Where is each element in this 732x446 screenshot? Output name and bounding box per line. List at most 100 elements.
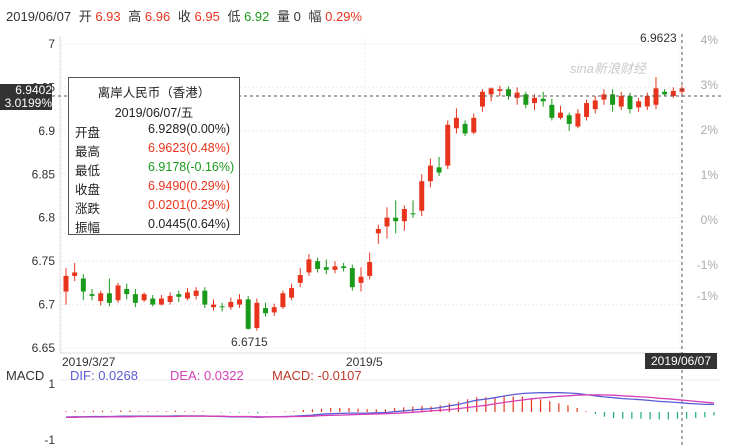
candle-body	[210, 304, 216, 308]
candle-body	[280, 293, 286, 308]
candle-body	[471, 117, 477, 133]
header-amp: 0.29%	[325, 9, 363, 24]
y-tick-label: 6.65	[32, 341, 56, 355]
candle-body	[670, 90, 676, 97]
tooltip-value: 0.0445(0.64%)	[148, 217, 231, 231]
candle-body	[132, 294, 138, 303]
x-label-start: 2019/3/27	[62, 355, 116, 369]
tooltip-key: 最低	[75, 164, 101, 178]
candle-body	[627, 96, 633, 110]
pct-tick-label: 3%	[701, 78, 719, 92]
tooltip-title: 离岸人民币（香港）	[97, 86, 211, 100]
macd-name: MACD	[6, 368, 45, 383]
candle-body	[167, 295, 173, 302]
macd-dea: DEA: 0.0322	[170, 368, 244, 383]
candle-body	[193, 290, 199, 296]
candle-body	[558, 112, 564, 118]
candle-body	[315, 261, 321, 269]
candle-body	[592, 100, 598, 110]
candle-body	[636, 101, 642, 108]
candle-body	[228, 301, 234, 308]
candle-body	[332, 266, 338, 270]
tooltip-value: 6.9623(0.48%)	[148, 141, 231, 155]
candle-body	[80, 278, 86, 292]
candle-body	[575, 113, 581, 127]
candle-body	[89, 294, 95, 296]
candle-body	[393, 217, 399, 222]
candle-body	[349, 268, 355, 288]
y-tick-label: 6.8	[38, 211, 55, 225]
x-label-may: 2019/5	[346, 355, 383, 369]
macd-dif: DIF: 0.0268	[70, 368, 138, 383]
cursor-price: 6.9402	[15, 83, 52, 97]
candle-body	[124, 288, 130, 295]
header-open: 6.93	[95, 9, 121, 24]
header-amp-label: 幅	[308, 9, 322, 24]
candle-body	[297, 275, 303, 283]
candle-body	[514, 92, 520, 98]
cursor-date-box: 2019/06/07	[645, 353, 717, 369]
candle-body	[72, 272, 78, 276]
candle-body	[254, 302, 260, 329]
pct-tick-label: 1%	[701, 168, 719, 182]
candle-body	[289, 288, 295, 298]
min-annotation: 6.6715	[231, 335, 268, 349]
macd-hist: MACD: -0.0107	[272, 368, 362, 383]
candle-body	[184, 292, 190, 299]
candle-body	[150, 298, 156, 305]
candle-body	[341, 266, 347, 269]
pct-tick-label: -1%	[697, 258, 719, 272]
macd-hist-value: -0.0107	[317, 368, 362, 383]
candle-body	[63, 275, 69, 292]
tooltip-key: 开盘	[75, 126, 101, 140]
tooltip-value: 6.9490(0.29%)	[148, 179, 231, 193]
tooltip-value: 6.9289(0.00%)	[148, 122, 231, 136]
macd-tick-label: 1	[48, 377, 55, 391]
macd-tick-label: -1	[44, 433, 55, 446]
y-tick-label: 6.7	[38, 298, 55, 312]
header-low: 6.92	[244, 9, 270, 24]
candle-body	[427, 165, 433, 182]
candle-body	[453, 117, 459, 129]
candle-body	[375, 229, 381, 234]
candle-body	[532, 97, 538, 104]
candle-body	[219, 306, 225, 308]
max-annotation: 6.9623	[640, 31, 677, 45]
candle-body	[115, 285, 121, 301]
header-vol-label: 量	[277, 9, 291, 24]
candle-body	[436, 167, 442, 173]
macd-dea-label: DEA:	[170, 368, 201, 383]
candle-body	[644, 96, 650, 107]
candle-body	[497, 89, 503, 91]
macd-dif-label: DIF:	[70, 368, 95, 383]
candle-body	[410, 213, 416, 215]
candle-body	[653, 88, 659, 105]
candle-body	[367, 262, 373, 276]
tooltip-key: 振幅	[75, 221, 101, 235]
y-tick-label: 6.75	[32, 254, 56, 268]
pct-tick-label: -1%	[697, 289, 719, 303]
candle-body	[158, 298, 164, 305]
candle-body	[401, 209, 407, 222]
candle-body	[245, 299, 251, 329]
candle-body	[141, 294, 147, 301]
y-tick-label: 7	[48, 37, 55, 51]
tooltip-value: 6.9178(-0.16%)	[148, 160, 235, 174]
header-close-label: 收	[177, 9, 191, 24]
candle-body	[601, 94, 607, 100]
candle-body	[445, 124, 451, 166]
y-tick-label: 6.9	[38, 124, 55, 138]
candle-body	[306, 259, 312, 273]
header-vol: 0	[293, 9, 301, 24]
candle-body	[271, 307, 277, 313]
header-high: 6.96	[144, 9, 171, 24]
header-low-label: 低	[227, 9, 241, 24]
candle-body	[462, 123, 468, 134]
cursor-pct: 3.0199%	[4, 96, 52, 110]
candle-body	[202, 290, 208, 305]
pct-tick-label: 4%	[701, 33, 719, 47]
candle-body	[523, 94, 529, 105]
candle-body	[488, 88, 494, 95]
tooltip-value: 0.0201(0.29%)	[148, 198, 231, 212]
